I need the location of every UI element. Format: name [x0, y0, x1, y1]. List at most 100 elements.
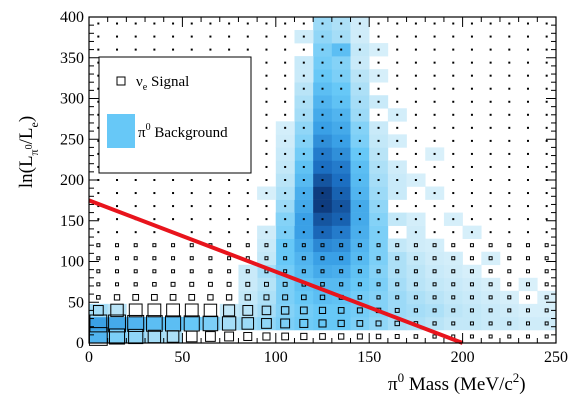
signal-box — [413, 256, 418, 261]
signal-dot — [508, 113, 511, 116]
signal-dot — [526, 74, 529, 77]
x-tick-label: 200 — [451, 349, 475, 366]
signal-box — [507, 256, 512, 261]
signal-box — [544, 256, 549, 261]
signal-box — [207, 294, 214, 301]
signal-box — [318, 306, 327, 315]
signal-box — [544, 282, 549, 287]
signal-box — [133, 269, 138, 274]
signal-dot — [265, 231, 268, 234]
background-bin — [163, 316, 183, 331]
background-bin — [387, 303, 407, 318]
signal-dot — [414, 100, 417, 103]
signal-box — [301, 256, 306, 261]
signal-box — [432, 269, 437, 274]
signal-dot — [377, 126, 380, 129]
signal-dot — [321, 152, 324, 155]
signal-dot — [340, 205, 343, 208]
background-bin — [294, 251, 314, 266]
signal-box — [375, 333, 382, 340]
signal-box — [413, 243, 418, 248]
signal-dot — [470, 113, 473, 116]
signal-box — [320, 282, 325, 287]
signal-dot — [284, 139, 287, 142]
background-bin — [257, 251, 277, 266]
background-bin — [331, 277, 351, 292]
background-bin — [462, 277, 482, 292]
signal-box — [357, 295, 363, 300]
signal-dot — [302, 165, 305, 168]
signal-box — [189, 243, 194, 248]
signal-dot — [265, 35, 268, 38]
signal-box — [96, 295, 101, 300]
background-bin — [481, 303, 501, 318]
signal-dot — [508, 205, 511, 208]
signal-dot — [190, 35, 193, 38]
signal-dot — [321, 61, 324, 64]
signal-box — [115, 256, 120, 261]
signal-box-layer — [88, 243, 549, 346]
signal-box — [226, 281, 232, 287]
signal-dot — [433, 48, 436, 51]
background-bin — [425, 303, 445, 318]
signal-dot — [97, 87, 100, 90]
background-bin — [182, 316, 202, 331]
background-bin — [126, 329, 146, 344]
signal-box — [357, 243, 362, 248]
signal-box — [223, 304, 236, 317]
signal-box — [283, 269, 288, 274]
signal-dot — [246, 179, 249, 181]
signal-box — [110, 303, 124, 318]
signal-dot — [452, 218, 455, 221]
signal-box — [245, 281, 251, 287]
signal-box — [108, 328, 126, 345]
signal-dot — [228, 22, 231, 25]
signal-box — [319, 333, 326, 340]
signal-dot — [508, 61, 511, 64]
background-bin — [406, 264, 426, 279]
signal-dot — [358, 218, 361, 221]
signal-dot — [452, 35, 455, 38]
signal-box — [283, 256, 288, 261]
signal-dot — [265, 100, 268, 103]
signal-dot — [246, 48, 249, 51]
signal-dot — [414, 139, 417, 142]
signal-box — [413, 282, 418, 287]
signal-dot — [489, 218, 492, 221]
signal-box — [301, 294, 307, 301]
signal-dot — [246, 218, 249, 221]
signal-dot — [489, 231, 492, 234]
y-tick-label: 350 — [60, 50, 84, 67]
background-bin — [126, 316, 146, 331]
background-bin — [481, 290, 501, 305]
signal-box — [451, 308, 456, 313]
signal-box — [299, 318, 309, 328]
signal-dot — [545, 113, 548, 116]
background-bin — [350, 277, 370, 292]
signal-box — [507, 282, 512, 287]
signal-box — [413, 269, 418, 274]
signal-box — [525, 321, 530, 326]
background-bin — [387, 251, 407, 266]
signal-dot — [526, 126, 529, 129]
signal-dot — [470, 218, 473, 221]
signal-box — [394, 320, 400, 327]
signal-box — [525, 243, 530, 248]
signal-dot — [545, 61, 548, 64]
signal-dot — [284, 87, 287, 90]
signal-dot — [489, 205, 492, 208]
background-bin — [406, 277, 426, 292]
signal-dot — [321, 218, 324, 221]
signal-dot — [545, 126, 548, 129]
signal-dot — [321, 100, 324, 103]
background-bin — [518, 316, 538, 331]
signal-box — [356, 320, 364, 327]
signal-dot — [414, 218, 417, 221]
signal-dot — [358, 35, 361, 38]
signal-dot — [414, 205, 417, 208]
signal-dot — [265, 61, 268, 64]
signal-box — [469, 282, 474, 287]
signal-box — [451, 256, 456, 261]
background-bin — [481, 277, 501, 292]
background-bin — [219, 303, 239, 318]
